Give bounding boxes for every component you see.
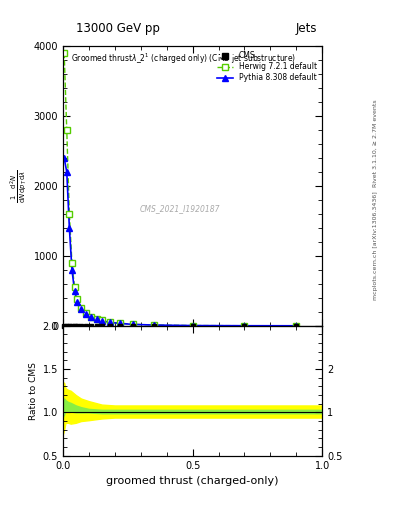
Y-axis label: Ratio to CMS: Ratio to CMS bbox=[29, 362, 39, 420]
X-axis label: groomed thrust (charged-only): groomed thrust (charged-only) bbox=[107, 476, 279, 486]
Y-axis label: $\frac{1}{\mathrm{d}N}\frac{\mathrm{d}^2N}{\mathrm{d}p_T\,\mathrm{d}\lambda}$: $\frac{1}{\mathrm{d}N}\frac{\mathrm{d}^2… bbox=[8, 169, 29, 203]
Text: CMS_2021_I1920187: CMS_2021_I1920187 bbox=[140, 204, 220, 213]
Text: 13000 GeV pp: 13000 GeV pp bbox=[76, 22, 160, 35]
Text: mcplots.cern.ch [arXiv:1306.3436]: mcplots.cern.ch [arXiv:1306.3436] bbox=[373, 191, 378, 300]
Legend: CMS, Herwig 7.2.1 default, Pythia 8.308 default: CMS, Herwig 7.2.1 default, Pythia 8.308 … bbox=[216, 50, 318, 84]
Text: Rivet 3.1.10, ≥ 2.7M events: Rivet 3.1.10, ≥ 2.7M events bbox=[373, 99, 378, 187]
Text: Jets: Jets bbox=[296, 22, 317, 35]
Text: Groomed thrust$\lambda\_2^1$ (charged only) (CMS jet substructure): Groomed thrust$\lambda\_2^1$ (charged on… bbox=[71, 52, 296, 66]
